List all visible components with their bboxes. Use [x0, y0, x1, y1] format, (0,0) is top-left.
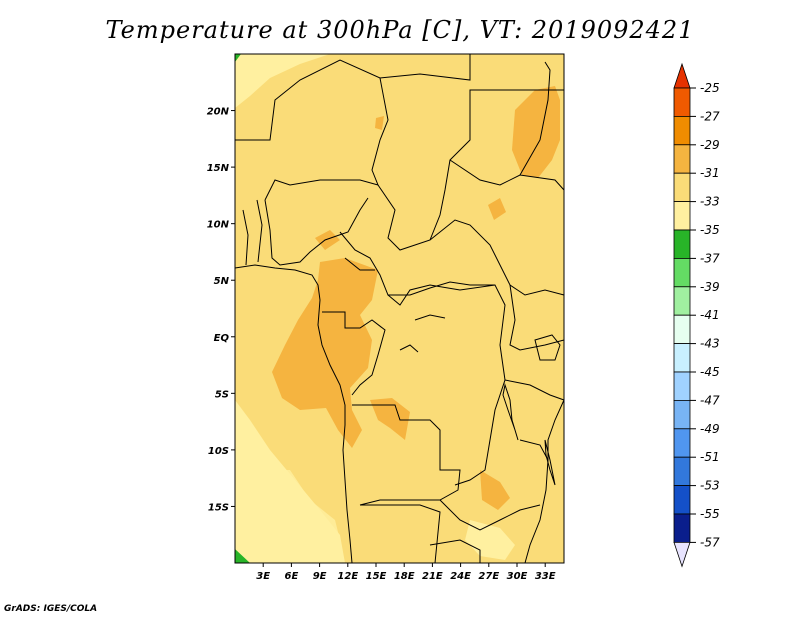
lon-tick-label: 12E — [337, 571, 358, 582]
lon-tick-label: 24E — [450, 571, 471, 582]
border-tanzania — [504, 379, 565, 461]
colorbar-swatch — [673, 144, 691, 174]
map-title: Temperature at 300hPa [C], VT: 201909242… — [105, 16, 695, 44]
border-kenya-uganda — [509, 284, 565, 351]
colorbar-label: -47 — [700, 393, 720, 407]
border-car — [339, 231, 495, 296]
colorbar-swatch — [673, 485, 691, 515]
field-cool-southeast — [465, 520, 515, 560]
colorbar-label: -29 — [700, 138, 720, 152]
lat-tick-label: 15N — [207, 163, 230, 174]
colorbar-swatch — [673, 286, 691, 316]
lon-tick-label: 6E — [285, 571, 299, 582]
lon-tick-label: 21E — [422, 571, 443, 582]
field-warm-libya — [375, 116, 384, 130]
lat-tick-label: 5S — [215, 389, 229, 400]
colorbar-swatch — [673, 456, 691, 487]
lon-tick-label: 33E — [535, 571, 556, 582]
border-north-1 — [235, 54, 471, 141]
colorbar-swatch — [673, 428, 691, 458]
colorbar-label: -41 — [700, 308, 720, 322]
border-north-2 — [264, 77, 389, 201]
colorbar-swatch — [673, 513, 691, 543]
colorbar-swatch — [673, 201, 691, 231]
latitude-axis: 20N 15N 10N 5N EQ 5S 10S 15S — [207, 107, 235, 513]
grads-credit: GrADS: IGES/COLA — [4, 604, 98, 614]
lake-victoria — [534, 334, 561, 361]
border-ethiopia — [519, 61, 551, 176]
lon-tick-label: 9E — [313, 571, 327, 582]
lat-tick-label: 10S — [208, 446, 229, 457]
colorbar-label: -43 — [700, 337, 720, 351]
lon-tick-label: 3E — [256, 571, 270, 582]
border-benin-togo — [242, 199, 263, 266]
colorbar-top-arrow — [673, 62, 691, 89]
border-nigeria — [264, 197, 369, 266]
field-warm-northeast — [512, 86, 560, 178]
colorbar-label: -53 — [700, 479, 720, 493]
colorbar-swatch — [673, 116, 691, 146]
border-botswana — [429, 539, 481, 563]
colorbar-label: -35 — [700, 223, 720, 237]
colorbar-label: -39 — [700, 280, 720, 294]
lat-tick-label: EQ — [214, 333, 230, 344]
colorbar-label: -45 — [700, 365, 720, 379]
colorbar-swatch — [673, 399, 691, 430]
field-warm-congo — [370, 398, 410, 440]
border-sudan — [449, 159, 565, 191]
map-frame — [234, 53, 565, 564]
colorbar-swatch — [673, 371, 691, 401]
border-drc-west — [322, 311, 386, 396]
colorbar-label: -33 — [700, 195, 720, 209]
field-cold-northwest — [235, 54, 241, 62]
coastline-west-africa — [234, 264, 353, 564]
colorbar: -25 -27 -29 -31 -33 -35 -37 -39 -41 -43 -45 -47 -49 -… — [673, 62, 720, 568]
colorbar-label: -51 — [700, 450, 720, 464]
lon-tick-label: 18E — [394, 571, 415, 582]
field-warm-sudan — [488, 198, 506, 220]
colorbar-bottom-arrow — [673, 542, 691, 568]
border-drc — [387, 284, 506, 486]
border-south-sudan — [429, 219, 565, 296]
border-car-south — [344, 257, 375, 271]
colorbar-swatch — [673, 229, 691, 259]
field-warm-southeast — [480, 470, 510, 510]
colorbar-label: -25 — [700, 81, 720, 95]
lat-tick-label: 20N — [207, 107, 230, 118]
field-cold-southwest — [235, 549, 250, 563]
coastline-east-africa — [524, 399, 565, 564]
border-chad — [377, 110, 471, 251]
lat-tick-label: 5N — [214, 276, 230, 287]
lon-tick-label: 30E — [507, 571, 528, 582]
border-namibia — [360, 504, 441, 564]
colorbar-label: -49 — [700, 422, 720, 436]
lake-malawi — [544, 439, 556, 486]
field-cool-southwest-strip — [262, 470, 340, 540]
river-congo — [399, 314, 446, 353]
colorbar-label: -37 — [700, 251, 720, 265]
map-panel: 3E 6E 9E 12E 15E 18E 21E 24E 27E 30E 33E 20N 15N 10N… — [207, 53, 565, 582]
colorbar-label: -31 — [700, 166, 720, 180]
border-angola — [352, 404, 461, 506]
colorbar-swatch — [673, 343, 691, 373]
border-zambia — [439, 499, 541, 531]
field-cool-north — [235, 54, 330, 108]
lat-tick-label: 10N — [207, 220, 230, 231]
longitude-axis: 3E 6E 9E 12E 15E 18E 21E 24E 27E 30E 33E — [256, 563, 556, 582]
border-north-3 — [469, 89, 564, 110]
lake-tanganyika — [502, 383, 519, 441]
colorbar-label: -57 — [700, 535, 720, 549]
lat-tick-label: 15S — [208, 502, 229, 513]
colorbar-label: -55 — [700, 507, 720, 521]
country-borders — [234, 54, 565, 564]
colorbar-swatch — [673, 172, 691, 202]
colorbar-label: -27 — [700, 109, 720, 123]
lon-tick-label: 15E — [366, 571, 387, 582]
colorbar-swatch — [673, 257, 691, 288]
field-warm-cameroon — [315, 230, 340, 250]
colorbar-swatch — [673, 314, 691, 345]
colorbar-swatch — [673, 87, 691, 117]
lon-tick-label: 27E — [478, 571, 499, 582]
